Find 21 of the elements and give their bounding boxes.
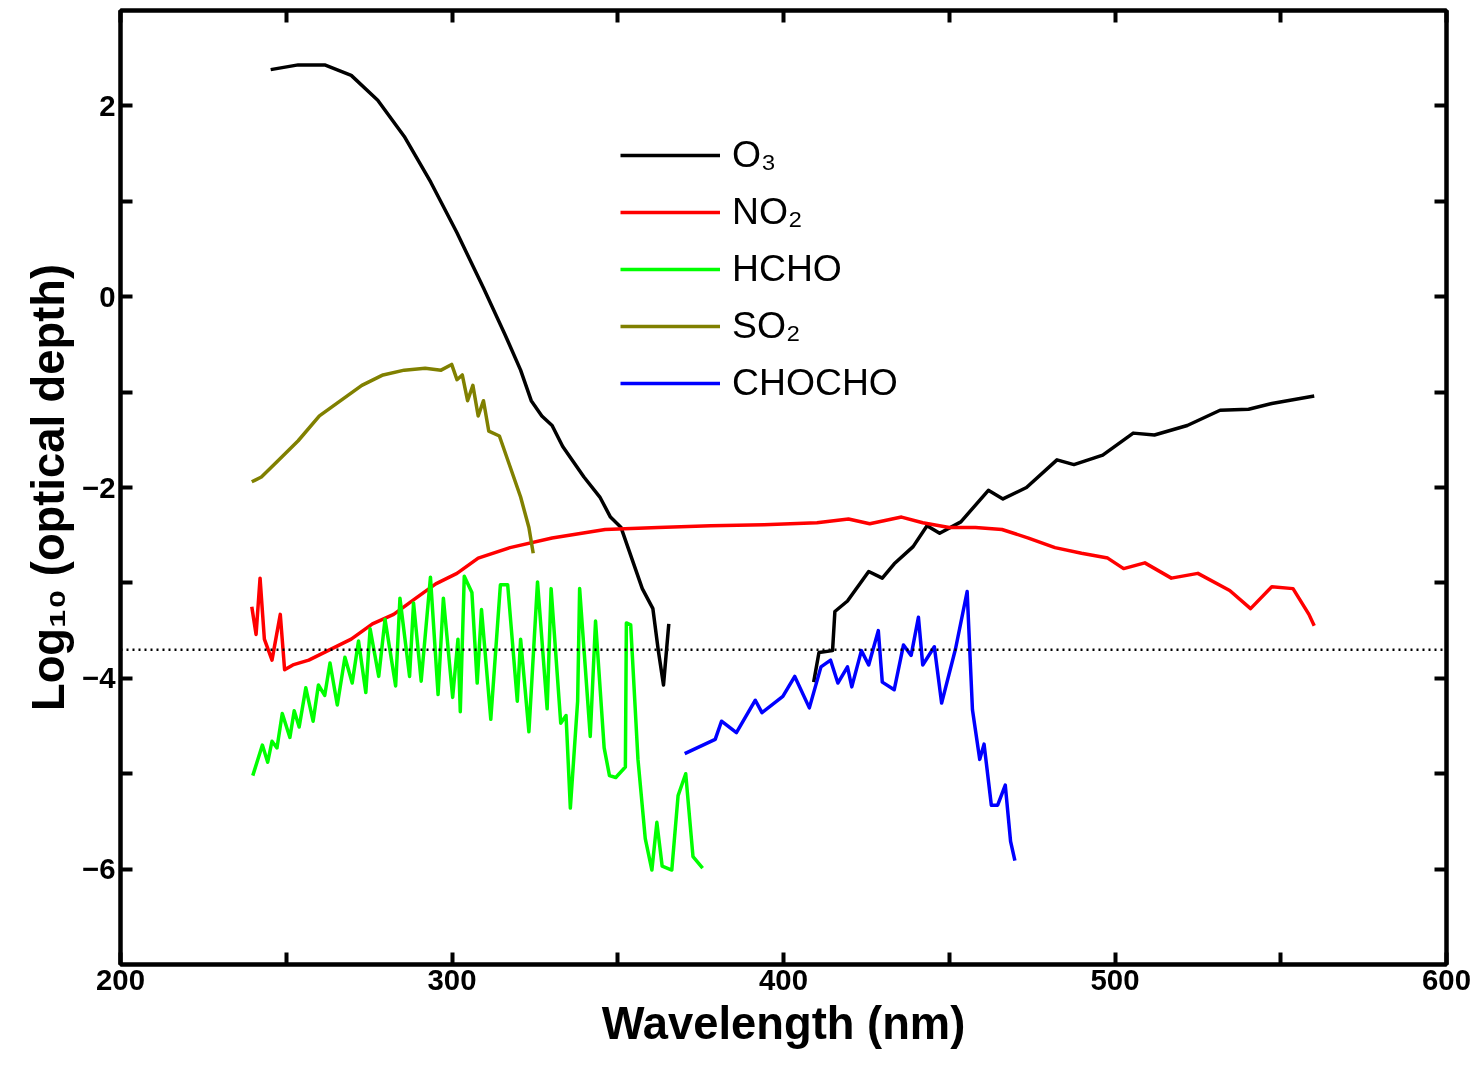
y-tick-label: −6	[82, 852, 116, 886]
legend-label: CHOCHO	[732, 361, 898, 404]
y-tick-label: −2	[82, 470, 116, 504]
y-tick-label: 2	[99, 88, 116, 122]
legend-label: NO₂	[732, 190, 803, 233]
x-axis-title: Wavelength (nm)	[601, 997, 966, 1049]
legend-label: SO₂	[732, 304, 801, 347]
y-tick-label: 0	[99, 279, 116, 313]
x-tick-label: 200	[96, 962, 145, 996]
x-tick-label: 300	[427, 962, 477, 996]
line-series	[251, 574, 705, 872]
y-axis-title: Log₁₀ (optical depth)	[23, 263, 75, 712]
x-tick-label: 500	[1090, 962, 1140, 996]
line-series	[250, 515, 1316, 672]
legend-label: HCHO	[732, 247, 842, 290]
x-tick-label: 400	[759, 962, 808, 996]
line-series	[682, 589, 1017, 863]
x-tick-label: 600	[1422, 962, 1471, 996]
y-tick-label: −4	[82, 661, 117, 695]
line-series	[250, 362, 535, 556]
legend-label: O₃	[732, 133, 777, 176]
